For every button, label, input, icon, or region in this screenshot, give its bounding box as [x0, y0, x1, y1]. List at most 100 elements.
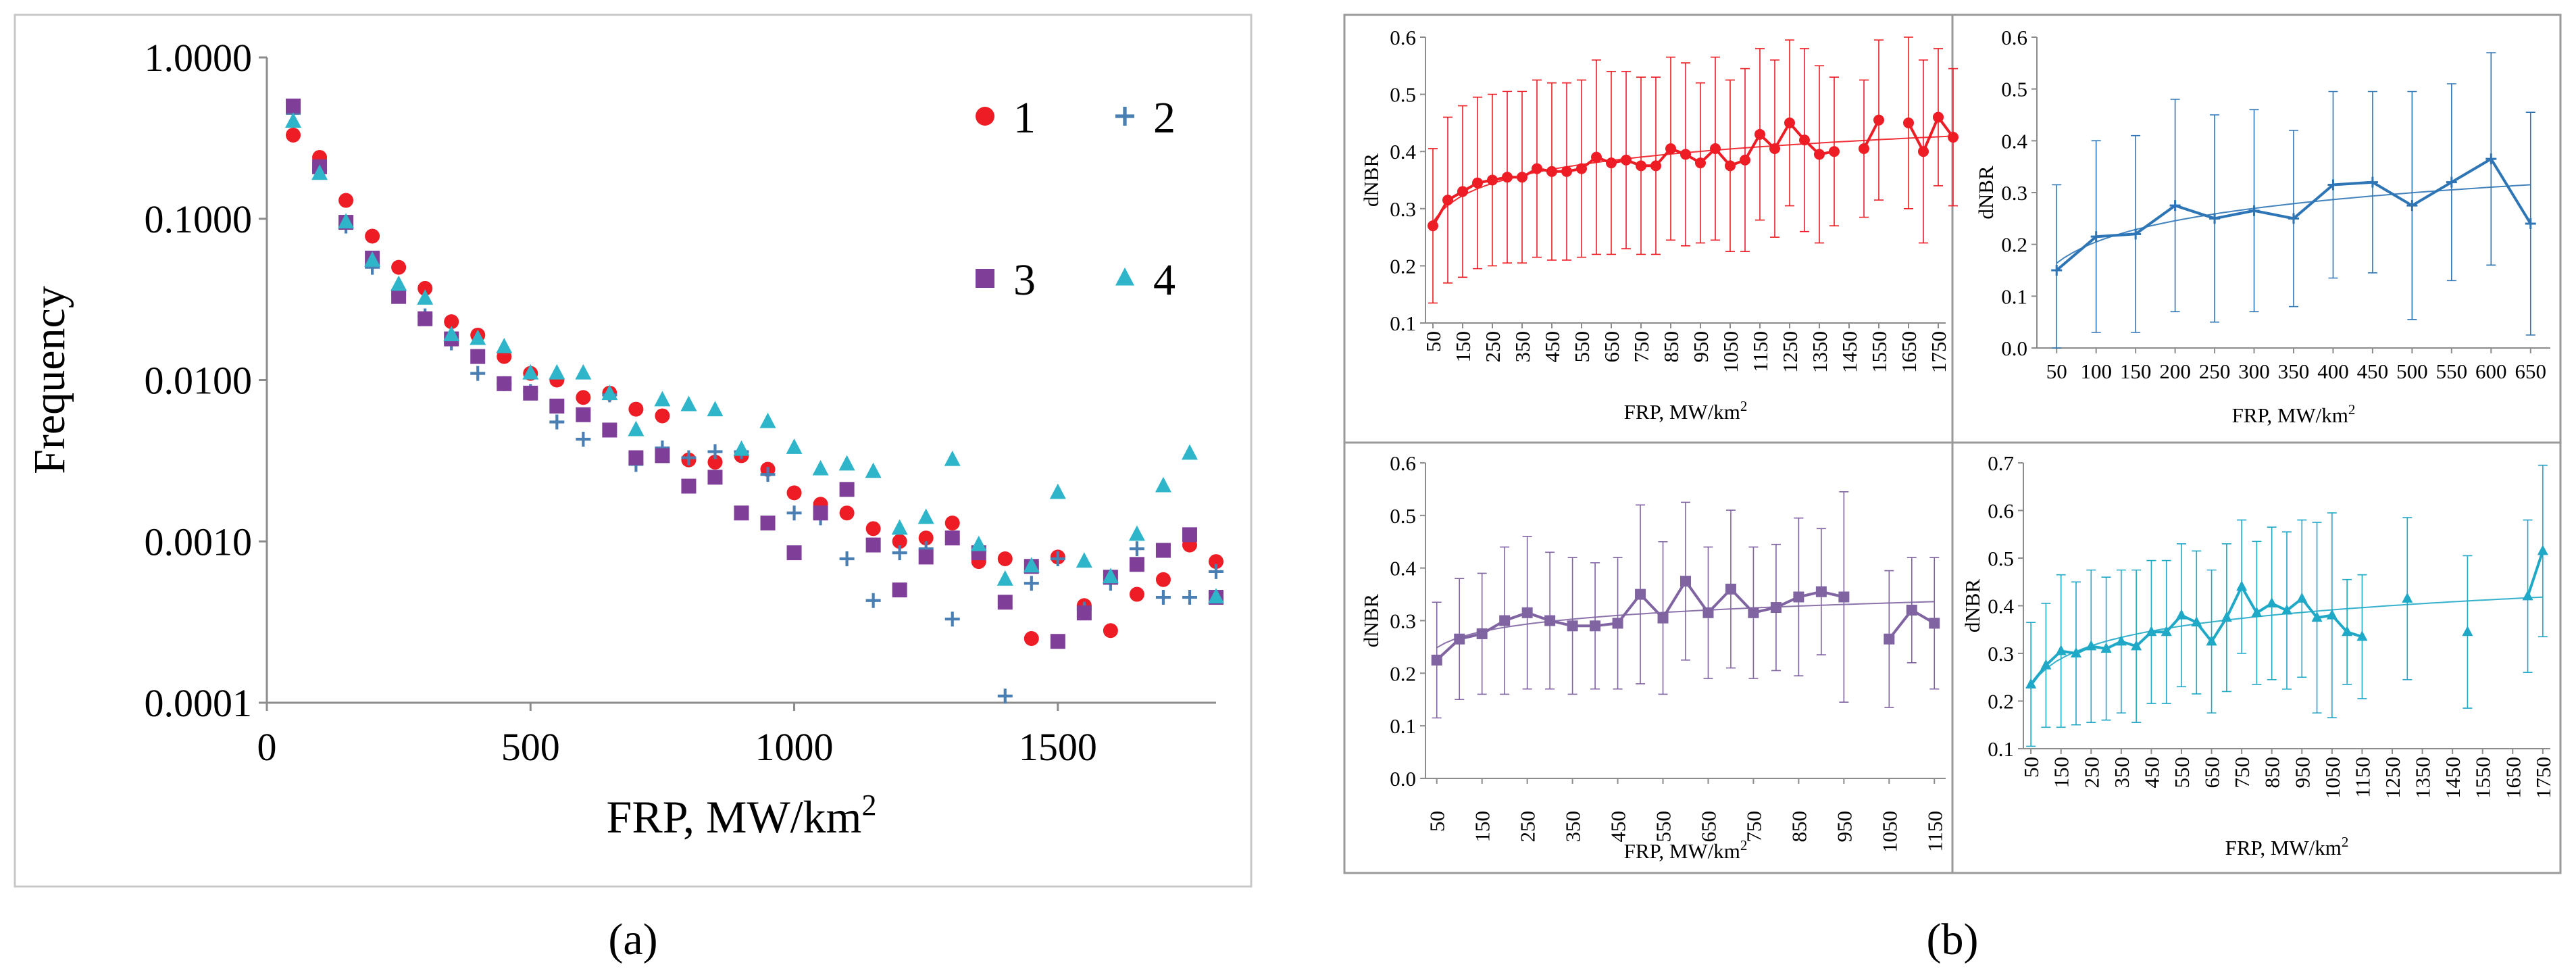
x-axis-label-text: FRP, MW/km: [1624, 839, 1740, 863]
point-series-2: [681, 450, 697, 466]
point-series-3: [1129, 557, 1144, 572]
x-tick-label: 250: [2199, 359, 2231, 383]
point-series-1: [997, 551, 1013, 567]
point-series-3: [1155, 543, 1171, 558]
point-series-1: [865, 521, 881, 537]
point-series-4: [1128, 525, 1145, 541]
data-point: [1815, 586, 1827, 597]
point-series-4: [733, 440, 750, 456]
point-series-2: [1050, 551, 1065, 567]
segment: [1859, 39, 1884, 218]
legend-label-2: 2: [1153, 93, 1176, 143]
point-series-3: [1050, 634, 1065, 649]
x-tick-label: 850: [1659, 331, 1683, 363]
data-point: [1873, 114, 1884, 126]
point-series-4: [838, 455, 855, 471]
data-point: [1906, 604, 1917, 616]
y-tick-label: 0.0: [2001, 336, 2027, 360]
point-series-3: [1076, 605, 1092, 621]
x-tick-label: 550: [2436, 359, 2468, 383]
point-series-4: [390, 275, 407, 291]
figure-label-b: (b): [1927, 915, 1979, 964]
y-tick-label: 0.0100: [145, 359, 253, 403]
y-axis-label: dNBR: [1359, 594, 1383, 648]
x-tick-label: 450: [1540, 331, 1564, 363]
data-point: [1590, 620, 1601, 632]
data-point: [2342, 626, 2353, 637]
point-series-3: [418, 311, 433, 326]
point-series-1: [892, 534, 907, 549]
x-tick-label: 550: [1652, 811, 1675, 843]
data-point: [2402, 592, 2413, 603]
point-series-2: [760, 467, 776, 482]
y-tick-label: 0.1000: [145, 197, 253, 241]
data-point: [1431, 654, 1442, 666]
y-tick-label: 0.2: [1988, 690, 2014, 714]
x-tick-label: 550: [1570, 331, 1594, 363]
data-point: [1591, 151, 1602, 163]
x-tick-label: 50: [1421, 331, 1445, 352]
series-line: [2526, 550, 2544, 597]
x-tick-label: 250: [1516, 811, 1540, 843]
data-point: [1546, 166, 1557, 177]
data-point: [1769, 143, 1780, 154]
data-point: [1576, 163, 1587, 174]
data-point: [2522, 590, 2533, 601]
x-tick-label: 650: [1696, 811, 1720, 843]
x-tick-label: 350: [1561, 811, 1585, 843]
data-point: [2327, 179, 2339, 191]
point-series-1: [655, 408, 670, 424]
chart-b1: 0.1 0.2 0.3 0.4 0.5 0.6 50 150 250 350 450 550 650 75…: [1359, 26, 1959, 424]
x-tick-label: 650: [1600, 331, 1623, 363]
data-point: [1621, 154, 1632, 166]
series-4: [285, 112, 1224, 604]
point-series-2: [1182, 590, 1197, 605]
y-tick-label: 0.1: [1988, 737, 2014, 761]
x-tick-label: 200: [2159, 359, 2191, 383]
point-series-1: [944, 516, 960, 531]
data-point: [2090, 231, 2102, 243]
data-point: [1859, 143, 1869, 154]
data-point: [1457, 186, 1468, 197]
point-series-2: [997, 689, 1013, 704]
data-point: [2281, 604, 2292, 615]
data-point: [1657, 612, 1669, 624]
x-tick-label: 500: [501, 725, 560, 769]
point-series-4: [417, 289, 434, 305]
x-tick-label: 1450: [2441, 757, 2465, 799]
data-point: [1476, 628, 1488, 639]
data-point: [1933, 111, 1944, 123]
data-point: [2146, 626, 2157, 637]
data-point: [1499, 615, 1511, 626]
data-point: [2169, 200, 2181, 211]
data-point: [2248, 205, 2260, 216]
point-series-4: [443, 326, 460, 341]
y-tick-label: 0.2: [2001, 233, 2027, 257]
x-axis-label-text: FRP, MW/km: [2232, 403, 2348, 427]
data-point: [1748, 607, 1759, 618]
legend-marker-2: [1115, 107, 1134, 126]
legend-marker-1: [976, 107, 994, 126]
y-axis-label: dNBR: [1974, 166, 1998, 220]
x-axis-label-text: FRP, MW/km: [607, 791, 862, 843]
data-point: [1636, 160, 1646, 172]
point-series-4: [338, 213, 355, 229]
data-point: [1702, 607, 1714, 618]
chart-b2: 0.0 0.1 0.2 0.3 0.4 0.5 0.6 50 100 150 200 250 300 35…: [1974, 26, 2550, 427]
x-tick-label: 1350: [2411, 757, 2435, 799]
point-series-3: [760, 516, 776, 531]
data-point: [2288, 213, 2299, 224]
data-point: [1517, 172, 1527, 183]
point-series-3: [1182, 527, 1197, 543]
x-tick-label: 1250: [2381, 757, 2404, 799]
data-point: [2326, 609, 2338, 620]
x-axis-label-superscript: 2: [2348, 401, 2356, 418]
y-axis-label: Frequency: [25, 286, 74, 474]
point-series-4: [470, 329, 486, 345]
data-point: [2191, 616, 2202, 627]
y-tick-label: 1.0000: [145, 36, 253, 80]
chart-b4: 0.1 0.2 0.3 0.4 0.5 0.6 0.7 50 150 250 350 450 550 65…: [1961, 451, 2555, 859]
x-tick-label: 950: [1832, 811, 1856, 843]
y-tick-label: 0.3: [2001, 181, 2027, 205]
